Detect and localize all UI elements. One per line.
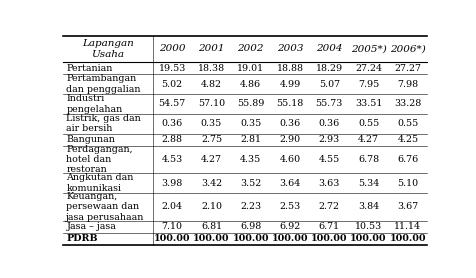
Text: 4.25: 4.25 [397, 135, 417, 144]
Text: 33.28: 33.28 [393, 100, 421, 108]
Text: 6.78: 6.78 [357, 155, 378, 164]
Text: 5.07: 5.07 [318, 80, 339, 89]
Text: 6.92: 6.92 [279, 222, 300, 231]
Text: 2.93: 2.93 [318, 135, 339, 144]
Text: 7.98: 7.98 [397, 80, 417, 89]
Text: 3.63: 3.63 [318, 179, 339, 188]
Text: 19.53: 19.53 [158, 64, 186, 73]
Text: 3.98: 3.98 [161, 179, 182, 188]
Text: 6.98: 6.98 [239, 222, 261, 231]
Text: 2.88: 2.88 [161, 135, 182, 144]
Text: Bangunan: Bangunan [66, 135, 115, 144]
Text: 4.60: 4.60 [279, 155, 300, 164]
Text: 4.82: 4.82 [200, 80, 221, 89]
Text: 57.10: 57.10 [198, 100, 225, 108]
Text: Industri
pengelahan: Industri pengelahan [66, 94, 122, 114]
Text: 7.10: 7.10 [161, 222, 182, 231]
Text: 4.35: 4.35 [239, 155, 261, 164]
Text: 2002: 2002 [237, 44, 263, 53]
Text: 18.29: 18.29 [315, 64, 342, 73]
Text: 3.52: 3.52 [239, 179, 261, 188]
Text: 7.95: 7.95 [357, 80, 378, 89]
Text: 11.14: 11.14 [394, 222, 420, 231]
Text: 18.38: 18.38 [198, 64, 225, 73]
Text: 2.75: 2.75 [200, 135, 221, 144]
Text: 2006*): 2006*) [389, 44, 425, 53]
Text: 5.10: 5.10 [397, 179, 417, 188]
Text: 6.71: 6.71 [318, 222, 339, 231]
Text: 3.42: 3.42 [200, 179, 221, 188]
Text: 100.00: 100.00 [271, 234, 307, 243]
Text: 4.99: 4.99 [279, 80, 300, 89]
Text: Pertanian: Pertanian [66, 64, 112, 73]
Text: 6.76: 6.76 [397, 155, 417, 164]
Text: 0.55: 0.55 [397, 119, 417, 128]
Text: 27.24: 27.24 [354, 64, 381, 73]
Text: 100.00: 100.00 [232, 234, 268, 243]
Text: 2.72: 2.72 [318, 202, 339, 211]
Text: 100.00: 100.00 [154, 234, 190, 243]
Text: 2004: 2004 [316, 44, 342, 53]
Text: 0.36: 0.36 [279, 119, 300, 128]
Text: 2.90: 2.90 [279, 135, 300, 144]
Text: 10.53: 10.53 [354, 222, 381, 231]
Text: 2.10: 2.10 [200, 202, 221, 211]
Text: 2.81: 2.81 [240, 135, 261, 144]
Text: 0.55: 0.55 [357, 119, 378, 128]
Text: 3.64: 3.64 [279, 179, 300, 188]
Text: 4.53: 4.53 [161, 155, 182, 164]
Text: 100.00: 100.00 [349, 234, 386, 243]
Text: PDRB: PDRB [66, 234, 98, 243]
Text: Jasa – jasa: Jasa – jasa [66, 222, 116, 231]
Text: Angkutan dan
komunikasi: Angkutan dan komunikasi [66, 173, 133, 193]
Text: 18.88: 18.88 [276, 64, 303, 73]
Text: 27.27: 27.27 [394, 64, 420, 73]
Text: 19.01: 19.01 [237, 64, 264, 73]
Text: 100.00: 100.00 [193, 234, 229, 243]
Text: Pertambangan
dan penggalian: Pertambangan dan penggalian [66, 75, 140, 94]
Text: 5.02: 5.02 [161, 80, 182, 89]
Text: 2000: 2000 [159, 44, 185, 53]
Text: 4.55: 4.55 [318, 155, 339, 164]
Text: 33.51: 33.51 [354, 100, 381, 108]
Text: 0.35: 0.35 [239, 119, 261, 128]
Text: 4.27: 4.27 [200, 155, 221, 164]
Text: 55.18: 55.18 [276, 100, 303, 108]
Text: 4.86: 4.86 [239, 80, 261, 89]
Text: 4.27: 4.27 [357, 135, 378, 144]
Text: 100.00: 100.00 [389, 234, 425, 243]
Text: 3.84: 3.84 [357, 202, 378, 211]
Text: Perdagangan,
hotel dan
restoran: Perdagangan, hotel dan restoran [66, 145, 133, 174]
Text: 0.35: 0.35 [200, 119, 222, 128]
Text: 6.81: 6.81 [200, 222, 221, 231]
Text: Listrik, gas dan
air bersih: Listrik, gas dan air bersih [66, 114, 141, 133]
Text: 55.73: 55.73 [315, 100, 342, 108]
Text: 2.53: 2.53 [279, 202, 300, 211]
Text: 0.36: 0.36 [318, 119, 339, 128]
Text: 2003: 2003 [276, 44, 303, 53]
Text: 100.00: 100.00 [310, 234, 347, 243]
Text: 2.04: 2.04 [161, 202, 182, 211]
Text: 54.57: 54.57 [158, 100, 186, 108]
Text: 2005*): 2005*) [350, 44, 386, 53]
Text: Lapangan
Usaha: Lapangan Usaha [82, 39, 134, 59]
Text: 2.23: 2.23 [239, 202, 261, 211]
Text: 2001: 2001 [198, 44, 224, 53]
Text: 3.67: 3.67 [397, 202, 417, 211]
Text: 5.34: 5.34 [357, 179, 378, 188]
Text: 55.89: 55.89 [237, 100, 264, 108]
Text: 0.36: 0.36 [161, 119, 182, 128]
Text: Keuangan,
persewaan dan
jasa perusahaan: Keuangan, persewaan dan jasa perusahaan [66, 192, 144, 222]
